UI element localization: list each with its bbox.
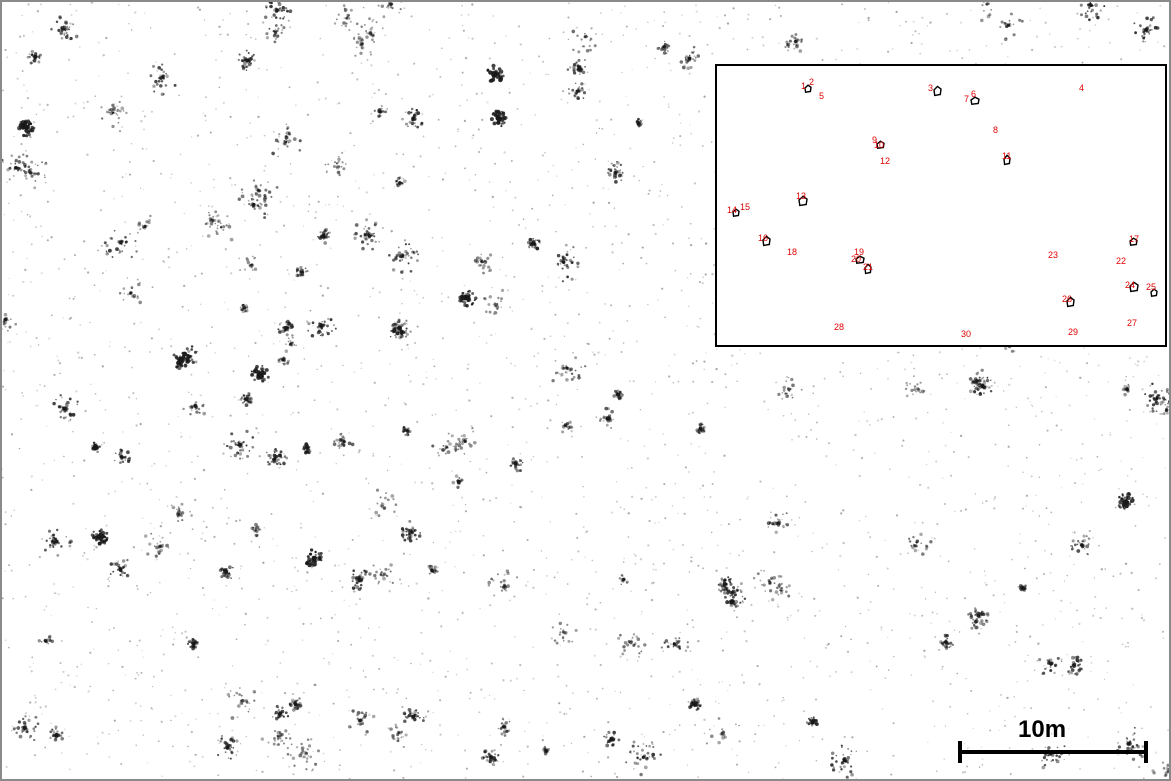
crown-outline <box>1150 288 1158 297</box>
crown-outline <box>1066 296 1075 308</box>
tree-label-21: 21 <box>863 262 874 272</box>
tree-label-6: 6 <box>971 89 977 99</box>
tree-label-25: 25 <box>1146 282 1157 292</box>
crown-outline <box>1003 154 1011 166</box>
crown-outline <box>876 140 885 149</box>
tree-label-2: 2 <box>809 77 815 87</box>
tree-label-19: 19 <box>854 247 865 257</box>
tree-label-8: 8 <box>993 125 999 135</box>
crown-outline <box>798 195 808 207</box>
tree-label-23: 23 <box>1048 250 1059 260</box>
tree-label-30: 30 <box>961 329 972 339</box>
scale-bar-line <box>960 750 1146 754</box>
tree-label-28: 28 <box>834 322 845 332</box>
tree-label-18: 18 <box>787 247 798 257</box>
crown-outline <box>762 235 771 247</box>
tree-label-22: 22 <box>1116 256 1127 266</box>
tree-label-13: 13 <box>796 191 807 201</box>
crown-outline <box>970 96 980 105</box>
scale-bar-label: 10m <box>1018 716 1067 743</box>
tree-label-10: 10 <box>874 140 885 150</box>
tree-label-15: 15 <box>740 202 751 212</box>
tree-label-14: 14 <box>727 205 738 215</box>
tree-label-4: 4 <box>1079 83 1085 93</box>
crown-outline <box>855 255 865 264</box>
tree-label-1: 1 <box>801 81 807 91</box>
tree-label-24: 24 <box>1125 280 1136 290</box>
inset-tree-map: 1 2 3 4 5 6 7 8 9 10 11 12 13 14 15 16 1… <box>715 64 1167 347</box>
crown-outline <box>804 84 812 93</box>
scale-bar-right-tick <box>1144 741 1148 763</box>
scale-bar: 10m <box>956 714 1152 774</box>
inset-crown-outlines <box>732 84 1158 308</box>
tree-label-5: 5 <box>819 91 825 101</box>
crown-outline <box>864 263 872 275</box>
tree-label-9: 9 <box>872 135 878 145</box>
tree-label-3: 3 <box>928 83 934 93</box>
tree-label-16: 16 <box>758 233 769 243</box>
crown-outline <box>1129 237 1138 246</box>
tree-label-11: 11 <box>1002 151 1012 161</box>
tree-label-20: 20 <box>851 254 862 264</box>
crown-outline <box>933 85 942 97</box>
crown-outline <box>732 208 740 217</box>
tree-label-29: 29 <box>1068 327 1079 337</box>
tree-label-17: 17 <box>1129 234 1140 244</box>
tree-label-27: 27 <box>1127 318 1138 328</box>
tree-label-26: 26 <box>1062 294 1073 304</box>
crown-outline <box>1129 281 1139 293</box>
tree-label-12: 12 <box>880 156 891 166</box>
tree-label-7: 7 <box>964 94 970 104</box>
